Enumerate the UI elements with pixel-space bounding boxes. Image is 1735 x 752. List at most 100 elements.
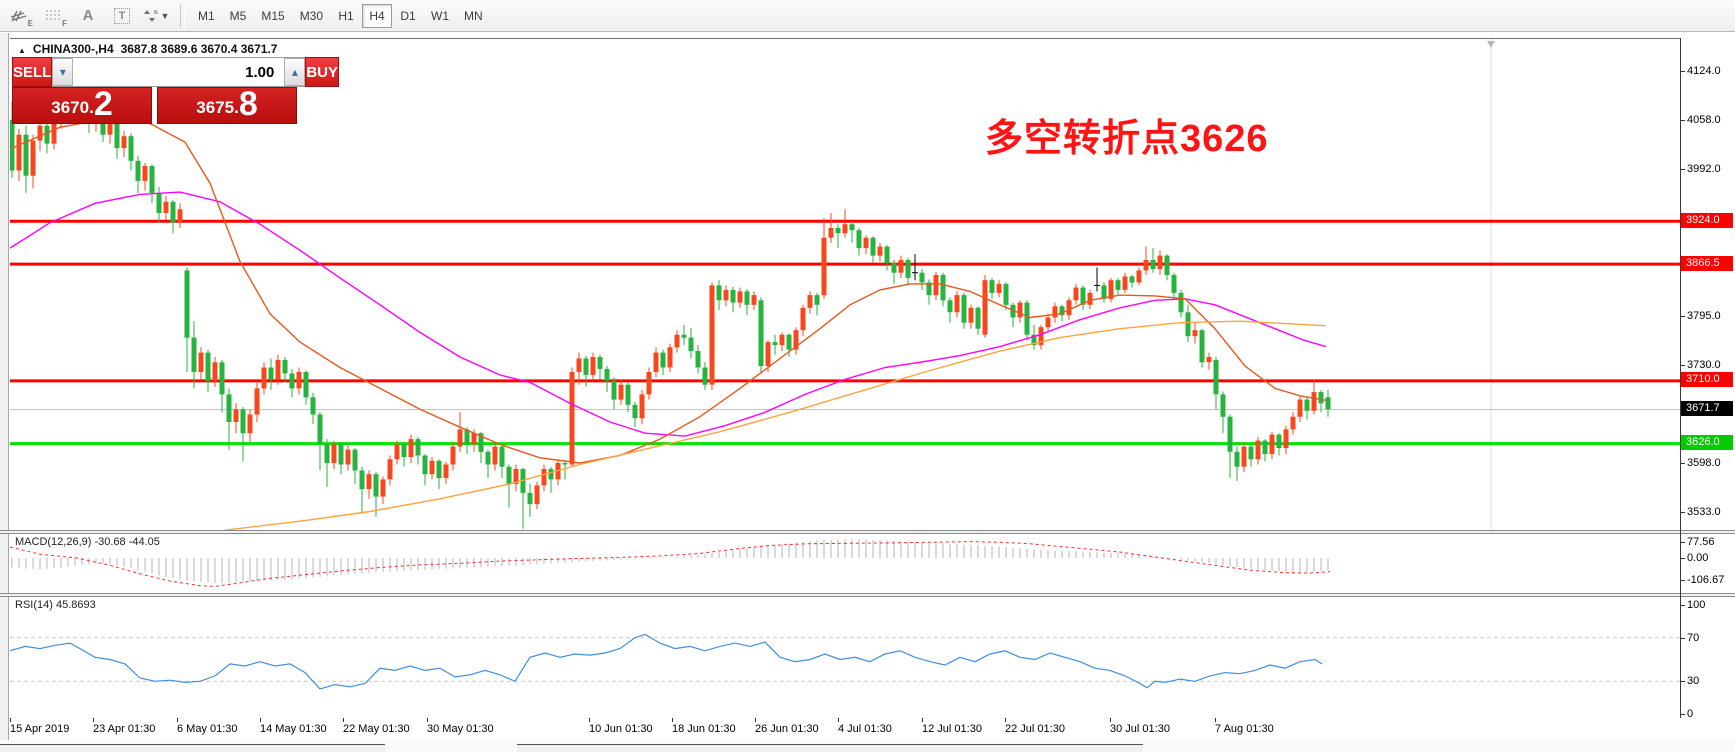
price-axis-tick — [1681, 316, 1685, 318]
date-axis-tick — [177, 718, 178, 722]
price-axis-label: 3730.0 — [1687, 359, 1721, 371]
chart-text-annotation: 多空转折点3626 — [985, 118, 1269, 160]
timeframe-button-d1[interactable]: D1 — [393, 4, 423, 28]
chart-ohlc-values: 3687.8 3689.6 3670.4 3671.7 — [120, 42, 278, 56]
timeframe-button-m1[interactable]: M1 — [191, 4, 222, 28]
chart-window: CHINA300-,H4 3687.8 3689.6 3670.4 3671.7… — [0, 33, 1735, 752]
macd-scale-label: -106.67 — [1687, 574, 1725, 587]
timeframe-button-h1[interactable]: H1 — [331, 4, 361, 28]
buy-price-int: 3675 — [196, 98, 235, 117]
sort-arrows-icon[interactable]: ▼ — [142, 4, 170, 28]
timeframe-button-h4[interactable]: H4 — [362, 3, 393, 28]
bottom-tab-segment[interactable] — [0, 744, 385, 752]
rsi-scale-tick — [1681, 637, 1685, 639]
buy-button[interactable]: BUY — [305, 57, 340, 87]
text-label-a: A — [82, 7, 94, 24]
rsi-indicator-panel[interactable]: RSI(14) 45.8693 — [10, 597, 1681, 718]
price-axis-tick — [1681, 169, 1685, 171]
date-axis-label: 26 Jun 01:30 — [755, 723, 819, 735]
price-axis-label: 3533.0 — [1687, 506, 1721, 518]
collapse-arrow-icon[interactable] — [18, 42, 26, 56]
price-level-chip: 3866.5 — [1681, 255, 1733, 271]
price-level-chip: 3626.0 — [1681, 435, 1733, 451]
price-axis-label: 4058.0 — [1687, 114, 1721, 127]
bottom-tab-segment[interactable] — [517, 744, 1143, 752]
date-axis-tick — [93, 718, 94, 722]
date-axis-label: 7 Aug 01:30 — [1215, 723, 1274, 735]
date-axis-tick — [672, 718, 673, 722]
date-axis-label: 15 Apr 2019 — [10, 723, 70, 735]
volume-box — [52, 57, 306, 87]
price-axis-tick — [1681, 463, 1685, 465]
grid-icon[interactable]: F — [40, 4, 68, 28]
macd-indicator-label: MACD(12,26,9) -30.68 -44.05 — [15, 536, 160, 548]
date-axis-label: 22 Jul 01:30 — [1005, 723, 1065, 735]
timeframe-button-w1[interactable]: W1 — [424, 4, 456, 28]
dropdown-caret-icon: ▼ — [160, 10, 170, 21]
rsi-scale-tick — [1681, 681, 1685, 683]
rsi-scale-label: 70 — [1687, 631, 1700, 644]
price-axis-label: 3795.0 — [1687, 310, 1721, 323]
date-axis-label: 6 May 01:30 — [177, 723, 238, 735]
price-axis-tick — [1681, 71, 1685, 72]
volume-decrease-button[interactable] — [52, 58, 74, 86]
price-level-chip: 3924.0 — [1681, 212, 1733, 228]
panel-separator[interactable] — [0, 593, 1735, 597]
macd-scale-tick — [1681, 558, 1685, 559]
macd-indicator-panel[interactable]: MACD(12,26,9) -30.68 -44.05 — [10, 534, 1681, 593]
date-axis-tick — [755, 718, 756, 722]
price-axis-border — [1680, 38, 1681, 740]
rsi-scale-label: 100 — [1687, 599, 1706, 611]
date-axis-tick — [922, 718, 923, 722]
chart-symbol: CHINA300-,H4 — [32, 42, 114, 56]
timeframe-button-m30[interactable]: M30 — [293, 4, 330, 28]
rsi-indicator-label: RSI(14) 45.8693 — [15, 599, 96, 611]
date-axis[interactable]: 15 Apr 2019 23 Apr 01:30 6 May 01:30 14 May… — [10, 718, 1681, 740]
timeframe-button-m5[interactable]: M5 — [223, 4, 254, 28]
sell-price-dot: . — [89, 98, 94, 117]
price-level-chip: 3671.7 — [1681, 401, 1733, 416]
main-chart-panel[interactable]: CHINA300-,H4 3687.8 3689.6 3670.4 3671.7… — [10, 38, 1681, 531]
panel-separator[interactable] — [0, 530, 1735, 534]
grid-icon-sub: F — [62, 18, 67, 28]
price-axis-tick — [1681, 512, 1685, 513]
price-axis-tick — [1681, 120, 1685, 122]
chart-title: CHINA300-,H4 3687.8 3689.6 3670.4 3671.7 — [18, 42, 278, 56]
macd-scale-tick — [1681, 580, 1685, 582]
window-left-strip — [0, 33, 9, 752]
text-box-t: T — [113, 7, 131, 24]
date-axis-tick — [10, 718, 11, 722]
sell-price-int: 3670 — [51, 98, 90, 117]
volume-increase-button[interactable] — [284, 58, 306, 86]
date-axis-tick — [1215, 718, 1216, 722]
timeframe-button-m15[interactable]: M15 — [254, 4, 291, 28]
toolbar-separator — [180, 3, 185, 28]
date-axis-tick — [1005, 718, 1006, 722]
sell-price-big-digit: 2 — [93, 85, 113, 123]
indicators-icon-sub: E — [27, 18, 33, 28]
rsi-chart-canvas[interactable] — [10, 597, 1681, 718]
text-box-tool-icon[interactable]: T — [108, 4, 136, 28]
text-label-tool-icon[interactable]: A — [74, 4, 102, 28]
rsi-scale-label: 0 — [1687, 708, 1694, 720]
date-axis-label: 14 May 01:30 — [260, 723, 327, 735]
date-axis-tick — [1110, 718, 1111, 722]
date-axis-tick — [838, 718, 839, 722]
price-axis-label: 3598.0 — [1687, 457, 1721, 470]
main-toolbar: E F A T ▼ M1 M5 M15 M30 H1 H4 D1 W1 MN — [0, 0, 1735, 32]
date-axis-label: 18 Jun 01:30 — [672, 723, 736, 735]
date-axis-label: 30 Jul 01:30 — [1110, 723, 1170, 735]
price-axis-label: 4124.0 — [1687, 65, 1721, 77]
date-axis-label: 22 May 01:30 — [343, 723, 410, 735]
rsi-scale-label: 30 — [1687, 675, 1700, 688]
timeframe-button-mn[interactable]: MN — [457, 4, 490, 28]
indicators-icon[interactable]: E — [6, 4, 34, 28]
sell-price-display[interactable]: 3670. 2 — [12, 87, 152, 124]
buy-price-display[interactable]: 3675. 8 — [157, 87, 297, 124]
date-axis-label: 4 Jul 01:30 — [838, 723, 892, 735]
macd-chart-canvas[interactable] — [10, 534, 1681, 593]
sell-button[interactable]: SELL — [12, 57, 53, 87]
date-axis-tick — [343, 718, 344, 722]
volume-input[interactable] — [73, 58, 285, 86]
